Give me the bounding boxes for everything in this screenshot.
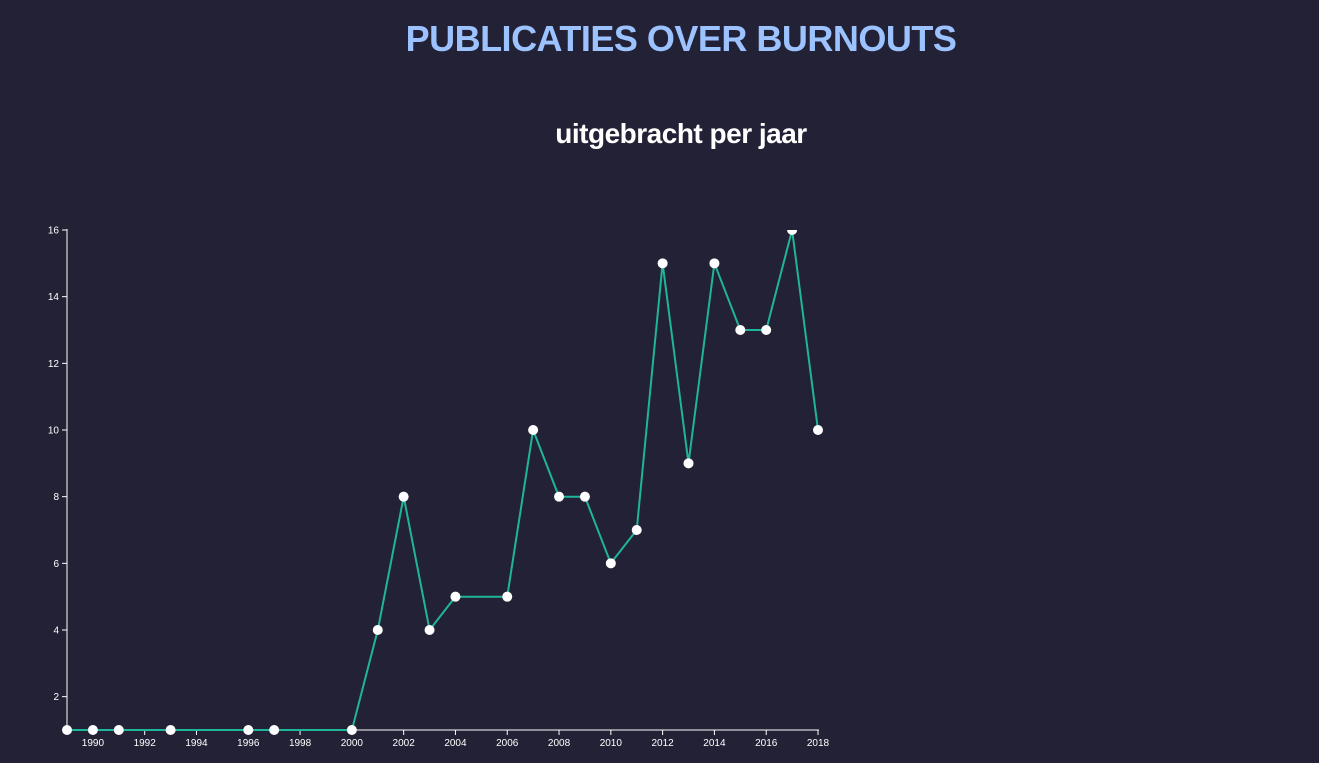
x-tick-label: 2012 — [651, 738, 674, 749]
y-tick: 6 — [53, 559, 67, 570]
y-tick-label: 4 — [53, 626, 59, 637]
x-axis: 1990 1992 1994 1996 1998 2000 2002 2004 2006 2008… — [67, 729, 830, 749]
y-tick: 8 — [53, 492, 67, 503]
data-point[interactable] — [450, 591, 461, 602]
x-tick: 2014 — [703, 730, 726, 749]
y-tick: 12 — [48, 359, 67, 370]
x-tick-label: 1994 — [185, 738, 208, 749]
data-point[interactable] — [372, 625, 383, 635]
x-tick-label: 2016 — [755, 738, 778, 749]
data-point[interactable] — [165, 725, 176, 735]
x-tick-label: 1990 — [82, 738, 105, 749]
y-tick-label: 16 — [48, 226, 60, 237]
data-point[interactable] — [62, 725, 72, 735]
x-tick-label: 2002 — [393, 738, 416, 749]
y-tick-label: 12 — [48, 359, 60, 370]
data-point[interactable] — [631, 525, 642, 535]
x-tick: 1998 — [289, 730, 312, 749]
x-tick-label: 1998 — [289, 738, 312, 749]
data-point[interactable] — [398, 491, 409, 502]
x-tick: 2012 — [651, 730, 674, 749]
x-tick: 1994 — [185, 730, 208, 749]
x-tick-label: 2010 — [600, 738, 623, 749]
x-tick: 2016 — [755, 730, 778, 749]
data-point[interactable] — [424, 625, 435, 635]
x-tick: 2018 — [807, 730, 830, 749]
y-tick: 4 — [53, 626, 67, 637]
x-tick: 2002 — [393, 730, 416, 749]
y-tick: 2 — [53, 692, 67, 703]
data-point[interactable] — [346, 725, 357, 735]
x-tick-label: 2006 — [496, 738, 519, 749]
x-tick: 2004 — [444, 730, 467, 749]
chart-subtitle: uitgebracht per jaar — [555, 118, 807, 149]
data-point[interactable] — [813, 425, 823, 435]
x-tick-label: 2008 — [548, 738, 571, 749]
x-tick: 2006 — [496, 730, 519, 749]
data-point[interactable] — [528, 425, 539, 435]
data-point[interactable] — [502, 591, 513, 602]
y-tick: 10 — [48, 426, 67, 437]
data-point[interactable] — [761, 325, 772, 335]
data-point[interactable] — [735, 325, 746, 335]
data-point[interactable] — [87, 725, 98, 735]
y-tick-label: 6 — [53, 559, 59, 570]
data-point[interactable] — [657, 258, 668, 269]
x-tick-label: 2014 — [703, 738, 726, 749]
x-tick: 2010 — [600, 730, 623, 749]
y-tick: 16 — [48, 226, 67, 237]
x-tick-label: 1992 — [134, 738, 157, 749]
x-tick-label: 2004 — [444, 738, 467, 749]
data-point[interactable] — [605, 558, 616, 569]
x-tick: 2008 — [548, 730, 571, 749]
data-point[interactable] — [113, 725, 124, 735]
x-tick-label: 2018 — [807, 738, 830, 749]
data-point[interactable] — [579, 491, 590, 502]
y-tick-label: 10 — [48, 426, 60, 437]
data-point[interactable] — [683, 458, 694, 469]
y-tick-label: 2 — [53, 692, 59, 703]
series-line — [67, 230, 819, 731]
data-point[interactable] — [709, 258, 720, 269]
data-point[interactable] — [269, 725, 280, 735]
x-tick: 1992 — [134, 730, 157, 749]
y-tick-label: 8 — [53, 492, 59, 503]
x-tick-label: 2000 — [341, 738, 364, 749]
plot-area — [62, 225, 823, 735]
data-point[interactable] — [243, 725, 254, 735]
data-point[interactable] — [787, 225, 798, 235]
y-tick-label: 14 — [48, 292, 60, 303]
data-point[interactable] — [554, 491, 565, 502]
y-tick: 14 — [48, 292, 67, 303]
y-axis: 2 4 6 8 10 12 14 16 — [48, 226, 68, 730]
page-title: PUBLICATIES OVER BURNOUTS — [405, 18, 957, 59]
x-tick-label: 1996 — [237, 738, 260, 749]
